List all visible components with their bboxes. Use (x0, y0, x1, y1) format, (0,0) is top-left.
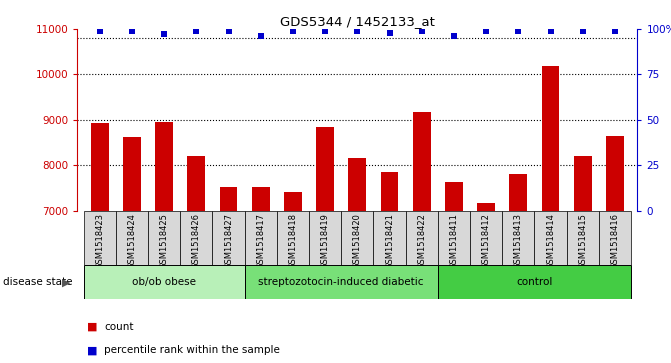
Point (256, 33, 266, 39)
Point (448, 33, 459, 39)
Title: GDS5344 / 1452133_at: GDS5344 / 1452133_at (280, 15, 435, 28)
Bar (148, 211, 180, 265)
Text: percentile rank within the sample: percentile rank within the sample (104, 345, 280, 355)
Bar (477, 203, 495, 211)
Point (320, 28, 331, 34)
Point (191, 28, 202, 34)
Bar (437, 211, 470, 265)
Bar (84, 265, 245, 299)
Text: GSM1518420: GSM1518420 (353, 213, 362, 269)
Point (480, 28, 491, 34)
Text: GSM1518414: GSM1518414 (546, 213, 555, 269)
Bar (413, 112, 431, 211)
Bar (84, 211, 116, 265)
Text: GSM1518413: GSM1518413 (514, 213, 523, 269)
Bar (245, 265, 437, 299)
Text: ■: ■ (87, 322, 98, 332)
Bar (509, 174, 527, 211)
Bar (180, 211, 213, 265)
Bar (380, 172, 399, 211)
Bar (309, 211, 342, 265)
Point (384, 30, 395, 36)
Bar (116, 211, 148, 265)
Text: GSM1518427: GSM1518427 (224, 213, 233, 269)
Bar (342, 211, 373, 265)
Text: GSM1518412: GSM1518412 (482, 213, 491, 269)
Bar (541, 66, 560, 211)
Point (513, 28, 523, 34)
Bar (219, 187, 238, 211)
Bar (155, 122, 173, 211)
Point (159, 32, 170, 37)
Point (577, 28, 588, 34)
Text: GSM1518415: GSM1518415 (578, 213, 587, 269)
Text: GSM1518424: GSM1518424 (127, 213, 136, 269)
Text: GSM1518423: GSM1518423 (95, 213, 104, 269)
Point (545, 28, 556, 34)
Point (288, 28, 299, 34)
Text: ■: ■ (87, 345, 98, 355)
Bar (445, 182, 463, 211)
Point (127, 28, 138, 34)
Bar (606, 136, 624, 211)
Point (223, 28, 234, 34)
Point (609, 28, 620, 34)
Text: GSM1518426: GSM1518426 (192, 213, 201, 269)
Bar (405, 211, 437, 265)
Bar (187, 156, 205, 211)
Bar (348, 158, 366, 211)
Bar (373, 211, 405, 265)
Bar (470, 211, 502, 265)
Text: GSM1518416: GSM1518416 (611, 213, 619, 269)
Bar (599, 211, 631, 265)
Text: control: control (516, 277, 553, 287)
Text: GSM1518421: GSM1518421 (385, 213, 394, 269)
Text: GSM1518418: GSM1518418 (289, 213, 297, 269)
Bar (277, 211, 309, 265)
Point (416, 28, 427, 34)
Bar (91, 123, 109, 211)
Text: disease state: disease state (3, 277, 73, 287)
Text: count: count (104, 322, 134, 332)
Bar (502, 211, 534, 265)
Bar (316, 127, 334, 211)
Text: ▶: ▶ (62, 277, 70, 287)
Bar (213, 211, 245, 265)
Bar (566, 211, 599, 265)
Point (352, 28, 362, 34)
Bar (437, 265, 631, 299)
Text: ob/ob obese: ob/ob obese (132, 277, 196, 287)
Text: GSM1518417: GSM1518417 (256, 213, 265, 269)
Text: GSM1518419: GSM1518419 (321, 213, 329, 269)
Text: GSM1518411: GSM1518411 (450, 213, 458, 269)
Text: streptozotocin-induced diabetic: streptozotocin-induced diabetic (258, 277, 424, 287)
Bar (245, 211, 277, 265)
Bar (252, 187, 270, 211)
Bar (123, 137, 141, 211)
Bar (534, 211, 566, 265)
Text: GSM1518422: GSM1518422 (417, 213, 426, 269)
Point (95, 28, 105, 34)
Text: GSM1518425: GSM1518425 (160, 213, 168, 269)
Bar (574, 156, 592, 211)
Bar (284, 192, 302, 211)
